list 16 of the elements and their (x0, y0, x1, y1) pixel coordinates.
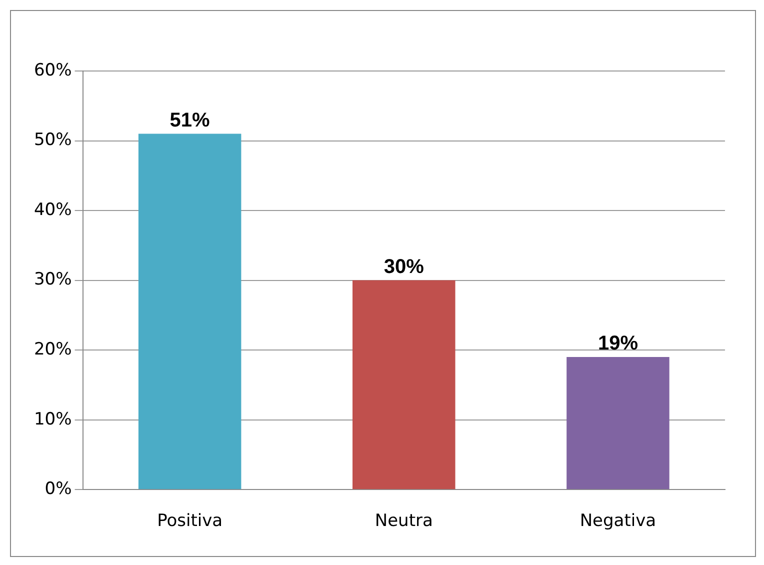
y-tick-label: 30% (34, 270, 72, 290)
x-tick-label: Negativa (580, 511, 656, 532)
bar (352, 280, 456, 490)
x-tick-label: Neutra (374, 511, 433, 532)
x-tick-label: Positiva (157, 511, 223, 532)
y-tick-label: 40% (34, 200, 72, 220)
data-label: 30% (384, 256, 424, 278)
y-tick-label: 20% (34, 339, 72, 360)
data-label: 19% (598, 332, 638, 355)
y-tick-label: 0% (44, 479, 72, 500)
data-label: 51% (170, 109, 210, 132)
y-tick-label: 10% (34, 409, 72, 430)
bar (566, 357, 670, 490)
y-tick-label: 50% (34, 130, 72, 150)
y-tick-label: 60% (34, 60, 72, 80)
bar (138, 134, 242, 490)
